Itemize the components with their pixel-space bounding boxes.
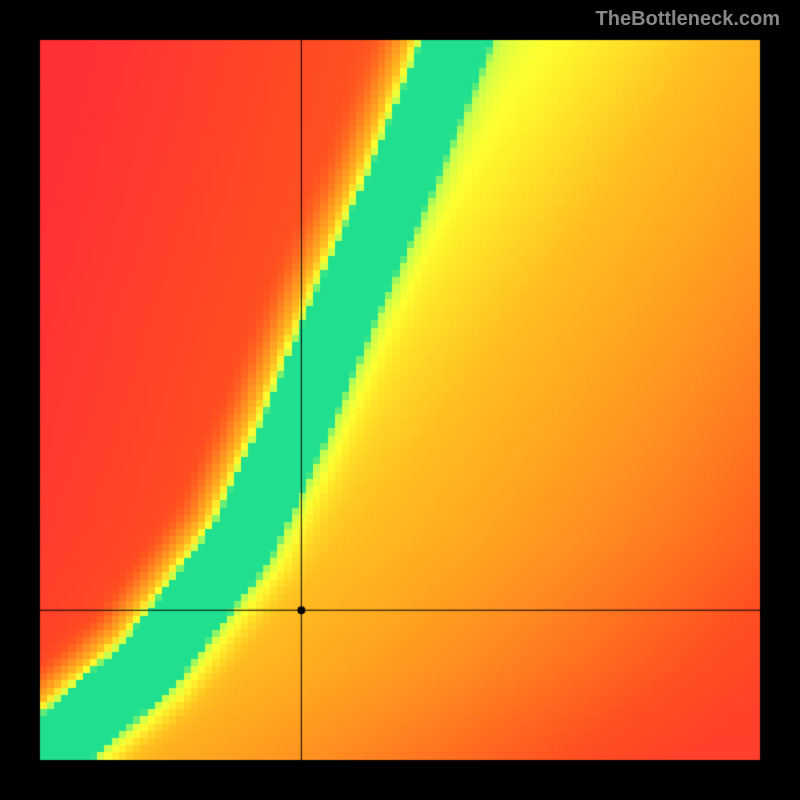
watermark-text: TheBottleneck.com xyxy=(596,8,780,31)
bottleneck-heatmap-chart xyxy=(0,0,800,800)
